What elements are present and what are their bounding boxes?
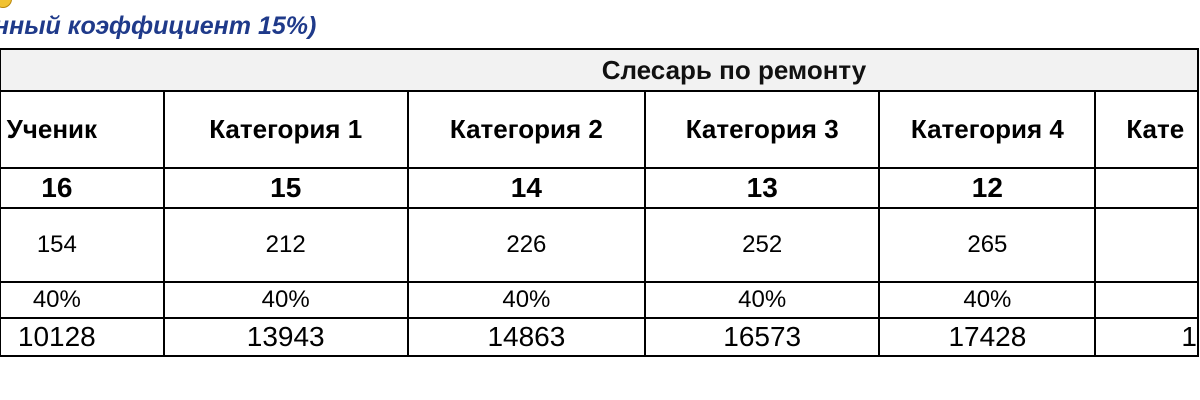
group-title: Слесарь по ремонту	[601, 54, 867, 85]
grade-code-cell: 15	[162, 167, 409, 209]
category-label: Категория 4	[910, 114, 1064, 144]
category-header-cell: Категория 4	[878, 90, 1097, 169]
grade-code: 13	[746, 172, 778, 203]
percent-value: 40%	[963, 286, 1012, 313]
rate-value-cell: 154	[0, 207, 165, 283]
category-header-cell: Категория 2	[406, 90, 647, 169]
percent-cell: 40%	[406, 281, 647, 319]
category-header-cell: Кате	[1094, 90, 1199, 169]
salary-cell: 1	[1094, 317, 1199, 357]
grade-code-cell: 13	[644, 167, 881, 209]
salary-value: 17428	[948, 321, 1027, 352]
grade-code-cell: 16	[0, 167, 165, 209]
group-header-row: Слесарь по ремонту	[0, 48, 1199, 92]
salary-value: 1	[1181, 321, 1197, 352]
salary-cell: 14863	[406, 317, 647, 357]
grade-code: 14	[510, 172, 542, 203]
percent-value: 40%	[261, 286, 310, 313]
salary-cell: 10128	[0, 317, 165, 357]
percent-cell: 40%	[0, 281, 165, 319]
salary-table: Слесарь по ремонту Ученик Категория 1 Ка…	[0, 48, 1199, 357]
grade-code-cell: 12	[878, 167, 1097, 209]
rate-value: 265	[967, 231, 1008, 258]
clipped-top-text-line	[0, 0, 1200, 8]
grade-code-row: 16 15 14 13 12	[0, 167, 1199, 209]
salary-cell: 13943	[162, 317, 409, 357]
category-label: Кате	[1126, 114, 1185, 144]
rate-value-cell: 252	[644, 207, 881, 283]
percent-value: 40%	[738, 286, 787, 313]
category-header-cell: Категория 1	[162, 90, 409, 169]
grade-code: 15	[270, 172, 302, 203]
percent-cell: 40%	[878, 281, 1097, 319]
rate-value-cell: 265	[878, 207, 1097, 283]
category-label: Ученик	[6, 114, 98, 144]
group-header-cell: Слесарь по ремонту	[0, 48, 1199, 92]
rate-value-cell	[1094, 207, 1199, 283]
salary-cell: 16573	[644, 317, 881, 357]
percent-value: 40%	[32, 286, 81, 313]
category-header-cell: Категория 3	[644, 90, 881, 169]
salary-value: 10128	[17, 321, 96, 352]
salary-value: 16573	[723, 321, 802, 352]
salary-row: 10128 13943 14863 16573 17428 1	[0, 317, 1199, 357]
rate-value: 154	[36, 231, 77, 258]
category-label: Категория 3	[685, 114, 839, 144]
rate-value-cell: 226	[406, 207, 647, 283]
smiley-icon	[0, 0, 12, 8]
rate-value-cell: 212	[162, 207, 409, 283]
rate-value: 226	[506, 231, 547, 258]
category-header-row: Ученик Категория 1 Категория 2 Категория…	[0, 90, 1199, 169]
rate-value-row: 154 212 226 252 265	[0, 207, 1199, 283]
category-label: Категория 2	[449, 114, 603, 144]
salary-value: 13943	[246, 321, 325, 352]
percent-value: 40%	[502, 286, 551, 313]
category-header-cell: Ученик	[0, 90, 165, 169]
percent-cell	[1094, 281, 1199, 319]
category-label: Категория 1	[209, 114, 363, 144]
grade-code: 16	[41, 172, 73, 203]
salary-value: 14863	[487, 321, 566, 352]
grade-code-cell: 14	[406, 167, 647, 209]
document-subtitle: нный коэффициент 15%)	[0, 12, 317, 40]
percent-cell: 40%	[644, 281, 881, 319]
rate-value: 212	[265, 231, 306, 258]
grade-code-cell	[1094, 167, 1199, 209]
grade-code: 12	[971, 172, 1003, 203]
rate-value: 252	[742, 231, 783, 258]
percent-row: 40% 40% 40% 40% 40%	[0, 281, 1199, 319]
percent-cell: 40%	[162, 281, 409, 319]
salary-cell: 17428	[878, 317, 1097, 357]
